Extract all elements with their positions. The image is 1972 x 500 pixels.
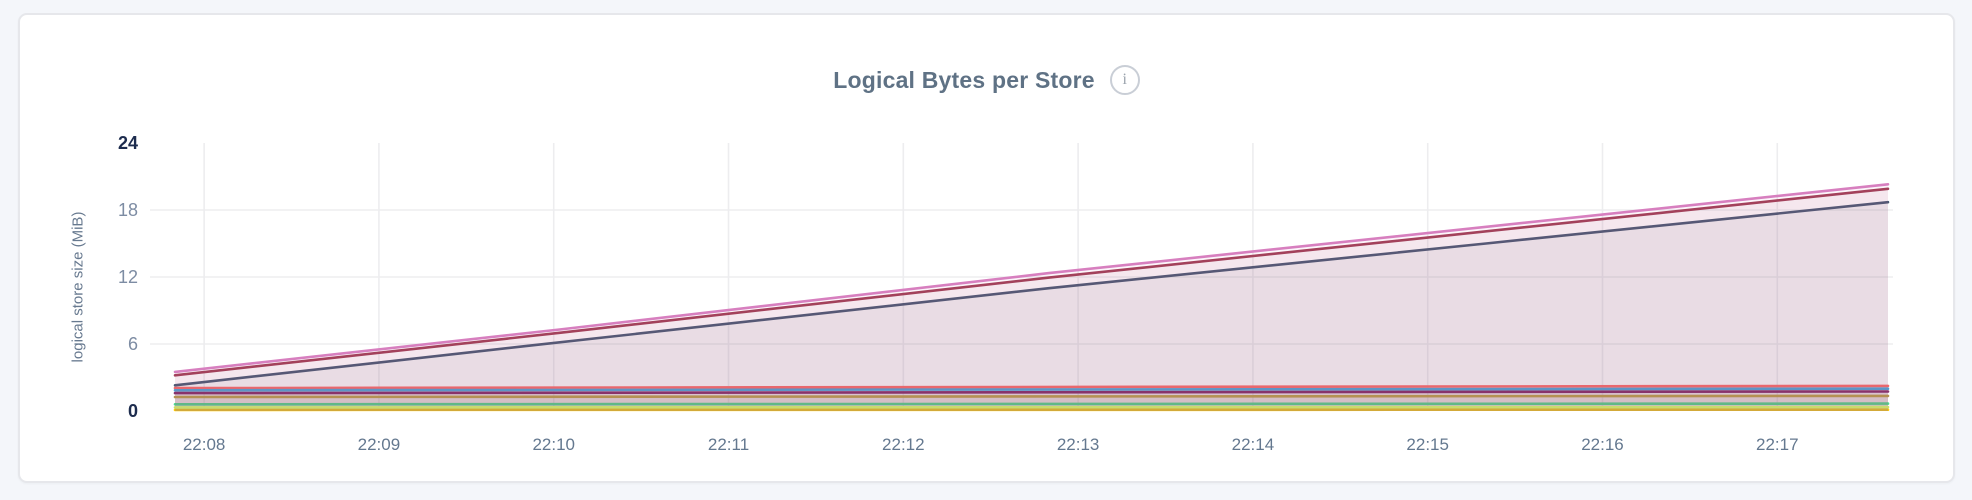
chart-header: Logical Bytes per Store i — [20, 65, 1953, 95]
series-area-store-6 — [175, 184, 1888, 411]
y-tick-label: 6 — [128, 334, 138, 354]
x-tick-label: 22:11 — [708, 435, 749, 454]
x-tick-label: 22:08 — [183, 435, 226, 454]
series-line-store-5 — [173, 402, 1890, 406]
info-icon-glyph: i — [1122, 71, 1127, 88]
y-tick-label: 18 — [118, 200, 138, 220]
series-line-store-8 — [173, 187, 1890, 377]
y-tick-label: 12 — [118, 267, 138, 287]
series-line-store-6 — [173, 183, 1890, 374]
series-line-store-7 — [173, 390, 1890, 395]
x-tick-label: 22:16 — [1581, 435, 1624, 454]
chart-title: Logical Bytes per Store — [833, 66, 1095, 93]
series-line-store-9 — [173, 394, 1890, 399]
x-tick-label: 22:17 — [1756, 435, 1799, 454]
series-line-store-3 — [173, 384, 1890, 390]
series-area-store-1 — [175, 202, 1888, 411]
y-axis-title: logical store size (MiB) — [69, 211, 87, 363]
x-tick-label: 22:15 — [1406, 435, 1449, 454]
x-tick-label: 22:09 — [358, 435, 401, 454]
x-tick-label: 22:13 — [1057, 435, 1100, 454]
x-tick-label: 22:10 — [532, 435, 575, 454]
x-tick-label: 22:12 — [882, 435, 925, 454]
x-tick-label: 22:14 — [1232, 435, 1275, 454]
y-tick-label: 0 — [128, 401, 138, 421]
series-area-store-8 — [175, 188, 1888, 411]
series-line-store-1 — [173, 200, 1890, 387]
info-icon[interactable]: i — [1109, 65, 1140, 95]
series-area-store-4 — [175, 388, 1888, 411]
y-tick-label: 24 — [118, 133, 138, 153]
series-line-store-4 — [173, 387, 1890, 392]
